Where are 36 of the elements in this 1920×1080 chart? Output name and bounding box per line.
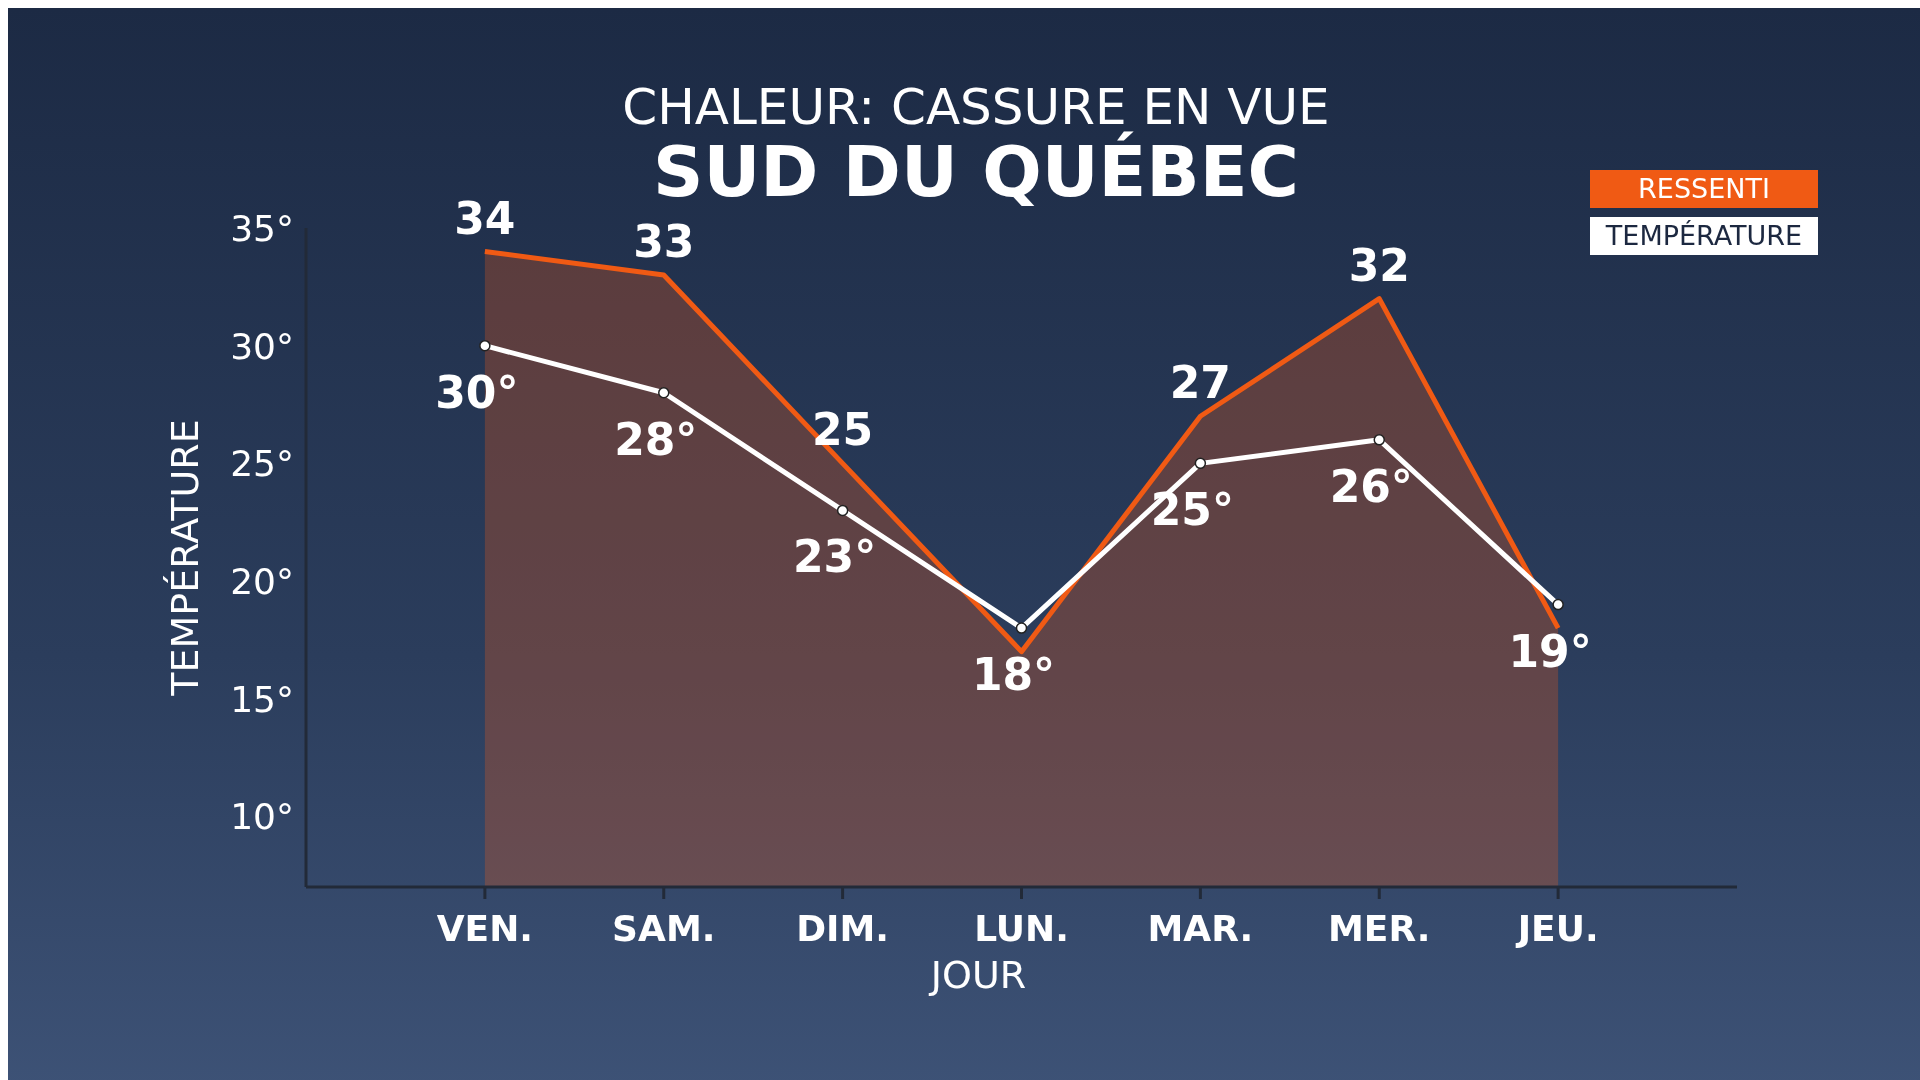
point xyxy=(1015,622,1028,634)
data-label: 32 xyxy=(1348,239,1410,291)
data-label: 18° xyxy=(971,649,1056,701)
y-tick-label: 20° xyxy=(230,561,294,603)
text: TEMPÉRATURE xyxy=(1604,220,1803,251)
data-label: 27 xyxy=(1169,357,1231,409)
point xyxy=(658,387,670,399)
x-tick-label: DIM. xyxy=(796,908,890,949)
y-tick-label: 35° xyxy=(230,208,294,249)
point xyxy=(1373,434,1385,446)
data-label: 23° xyxy=(793,531,877,583)
data-label: 33 xyxy=(633,216,695,268)
data-label: 26° xyxy=(1329,460,1413,512)
data-label: 30° xyxy=(435,366,519,418)
x-tick-label: MAR. xyxy=(1147,908,1254,949)
x-tick-label: SAM. xyxy=(612,908,716,949)
text: RESSENTI xyxy=(1638,173,1770,204)
x-tick-label: LUN. xyxy=(974,908,1069,949)
point xyxy=(1552,598,1564,611)
y-tick-label: 10° xyxy=(230,796,294,838)
x-tick-label: VEN. xyxy=(436,908,534,949)
x-axis-title: JOUR xyxy=(928,953,1027,997)
y-tick-label: 30° xyxy=(230,325,294,367)
y-axis-title: TEMPÉRATURE xyxy=(163,419,207,697)
y-tick-label: 25° xyxy=(230,443,294,485)
point xyxy=(479,339,491,352)
y-tick-label: 15° xyxy=(230,678,294,720)
data-label: 28° xyxy=(614,413,698,465)
point xyxy=(1194,457,1207,470)
x-tick-label: JEU. xyxy=(1514,908,1599,949)
point xyxy=(836,504,849,517)
data-label: 25 xyxy=(812,404,874,456)
data-label: 19° xyxy=(1508,625,1592,677)
data-label: 25° xyxy=(1150,484,1234,536)
data-label: 34 xyxy=(454,192,516,244)
x-tick-label: MER. xyxy=(1328,908,1431,949)
